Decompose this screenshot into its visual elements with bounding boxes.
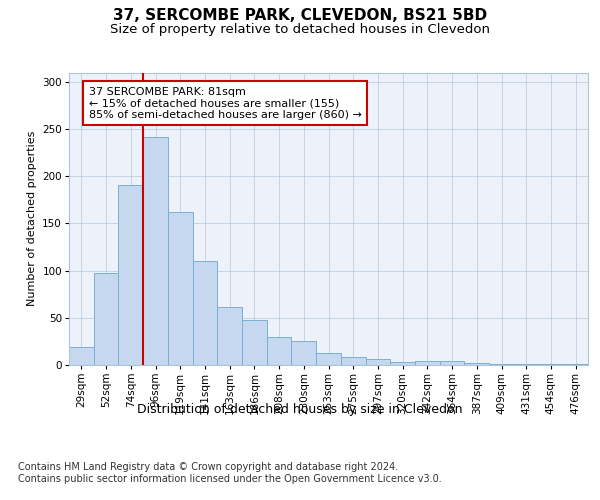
Bar [464, 363, 489, 365]
Bar [365, 360, 390, 365]
Bar [267, 336, 292, 365]
Text: Contains public sector information licensed under the Open Government Licence v3: Contains public sector information licen… [18, 474, 442, 484]
Bar [563, 364, 588, 365]
Bar [94, 272, 118, 365]
Bar [143, 136, 168, 365]
Bar [217, 308, 242, 365]
Bar [390, 362, 415, 365]
Bar [118, 185, 143, 365]
Bar [168, 212, 193, 365]
Text: 37 SERCOMBE PARK: 81sqm
← 15% of detached houses are smaller (155)
85% of semi-d: 37 SERCOMBE PARK: 81sqm ← 15% of detache… [89, 86, 362, 120]
Bar [489, 364, 514, 365]
Text: Size of property relative to detached houses in Clevedon: Size of property relative to detached ho… [110, 22, 490, 36]
Bar [514, 364, 539, 365]
Bar [242, 320, 267, 365]
Text: Contains HM Land Registry data © Crown copyright and database right 2024.: Contains HM Land Registry data © Crown c… [18, 462, 398, 472]
Bar [415, 361, 440, 365]
Text: Distribution of detached houses by size in Clevedon: Distribution of detached houses by size … [137, 402, 463, 415]
Text: 37, SERCOMBE PARK, CLEVEDON, BS21 5BD: 37, SERCOMBE PARK, CLEVEDON, BS21 5BD [113, 8, 487, 22]
Bar [316, 352, 341, 365]
Y-axis label: Number of detached properties: Number of detached properties [27, 131, 37, 306]
Bar [440, 361, 464, 365]
Bar [341, 356, 365, 365]
Bar [69, 347, 94, 365]
Bar [539, 364, 563, 365]
Bar [292, 342, 316, 365]
Bar [193, 261, 217, 365]
